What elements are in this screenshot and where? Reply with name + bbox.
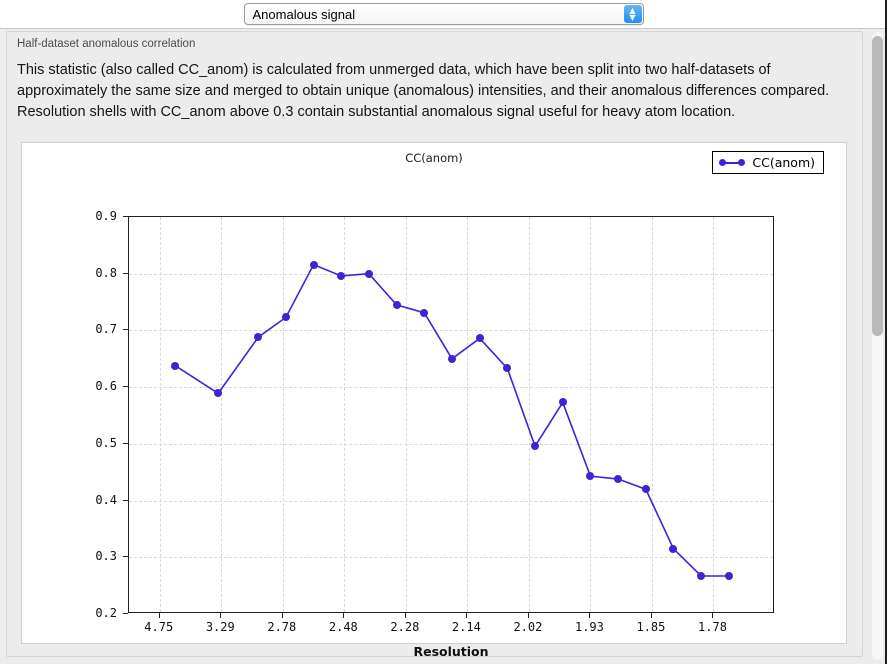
y-tick-label: 0.5 xyxy=(95,435,117,450)
data-point xyxy=(558,398,567,407)
x-tick-mark xyxy=(343,613,345,618)
chevron-up-icon: ▲ xyxy=(629,6,636,15)
gridline xyxy=(129,500,773,502)
data-point xyxy=(475,334,484,343)
data-line xyxy=(174,263,729,577)
y-tick-label: 0.6 xyxy=(95,379,117,394)
y-tick-label: 0.3 xyxy=(95,549,117,564)
data-point xyxy=(724,572,733,580)
vertical-scrollbar-track[interactable] xyxy=(872,32,883,660)
data-point xyxy=(586,472,595,481)
x-tick-mark xyxy=(281,613,283,618)
section-title: Half-dataset anomalous correlation xyxy=(17,38,196,50)
legend-line-icon xyxy=(719,158,746,168)
x-tick-mark xyxy=(712,613,714,618)
data-point xyxy=(503,364,512,373)
y-tick-mark xyxy=(123,613,128,614)
x-axis-title: Resolution xyxy=(413,644,489,659)
y-tick-label: 0.4 xyxy=(95,492,117,507)
content-panel: Half-dataset anomalous correlation This … xyxy=(0,28,887,664)
x-tick-label: 2.28 xyxy=(390,620,420,634)
data-point xyxy=(420,308,429,317)
y-tick-mark xyxy=(123,272,128,274)
data-point xyxy=(392,300,401,309)
x-tick-label: 1.78 xyxy=(698,620,727,634)
gridline xyxy=(405,217,407,612)
gridline xyxy=(129,273,773,275)
y-tick-label: 0.9 xyxy=(95,209,117,223)
gridline xyxy=(713,217,715,612)
x-tick-mark xyxy=(466,613,468,618)
data-point xyxy=(254,333,263,342)
gridline xyxy=(344,217,346,612)
x-tick-label: 3.29 xyxy=(205,620,235,634)
y-tick-label: 0.7 xyxy=(95,322,117,337)
y-tick-label: 0.2 xyxy=(95,606,117,620)
data-point xyxy=(669,544,678,553)
data-point xyxy=(309,260,318,269)
x-tick-mark xyxy=(589,613,591,618)
data-point xyxy=(214,389,223,398)
data-point xyxy=(697,572,706,580)
x-tick-label: 1.85 xyxy=(636,620,666,634)
y-tick-mark xyxy=(123,499,128,501)
gridline xyxy=(159,217,161,612)
gridline xyxy=(129,330,773,332)
dataset-select[interactable]: Anomalous signal ▲ ▼ xyxy=(243,3,644,25)
x-tick-mark xyxy=(527,613,529,618)
x-tick-label: 2.48 xyxy=(328,620,358,634)
data-point xyxy=(364,269,373,278)
plot-frame xyxy=(128,216,774,613)
gridline xyxy=(590,217,592,612)
data-point xyxy=(614,475,623,484)
panel-inner: Half-dataset anomalous correlation This … xyxy=(6,31,863,659)
gridline xyxy=(651,217,653,612)
gridline xyxy=(129,443,773,445)
y-tick-mark xyxy=(123,329,128,331)
data-point xyxy=(641,485,650,494)
y-tick-mark xyxy=(123,442,128,444)
data-point xyxy=(448,354,456,363)
top-toolbar: Anomalous signal ▲ ▼ xyxy=(0,0,887,28)
legend-label: CC(anom) xyxy=(752,155,815,170)
data-point xyxy=(531,442,540,451)
gridline xyxy=(129,387,773,389)
x-tick-label: 2.02 xyxy=(513,620,543,634)
gridline xyxy=(282,217,284,612)
statistic-description: This statistic (also called CC_anom) is … xyxy=(17,62,838,120)
vertical-scrollbar-thumb[interactable] xyxy=(872,36,883,336)
plot-card: CC(anom) CC(anom) 0.9 0.8 0.7 0.6 0.5 0.4 0.3 0… xyxy=(21,142,847,659)
y-tick-mark xyxy=(123,386,128,388)
chevron-down-icon: ▼ xyxy=(629,13,636,22)
gridline xyxy=(221,217,223,612)
gridline xyxy=(467,217,469,612)
x-tick-label: 1.93 xyxy=(574,620,604,634)
y-tick-label: 0.8 xyxy=(95,265,117,280)
x-tick-mark xyxy=(650,613,652,618)
x-tick-label: 2.14 xyxy=(451,620,481,634)
y-tick-mark xyxy=(123,216,128,217)
gridline xyxy=(528,217,530,612)
x-tick-mark xyxy=(220,613,222,618)
window-right-edge xyxy=(885,0,887,664)
x-tick-mark xyxy=(404,613,406,618)
gridline xyxy=(129,557,773,559)
chart-plot-area: 0.9 0.8 0.7 0.6 0.5 0.4 0.3 0.2 4.75 3.29 2.78 2.4… xyxy=(95,209,774,659)
data-point xyxy=(337,271,346,280)
data-point xyxy=(281,313,290,322)
dataset-select-value: Anomalous signal xyxy=(252,6,356,22)
x-tick-label: 2.78 xyxy=(267,620,297,634)
data-point xyxy=(171,361,180,370)
chart-legend: CC(anom) xyxy=(712,151,824,174)
chart-title: CC(anom) xyxy=(405,151,463,165)
x-tick-mark xyxy=(158,613,160,618)
chevron-updown-icon[interactable]: ▲ ▼ xyxy=(623,5,642,23)
y-tick-mark xyxy=(123,556,128,558)
x-tick-label: 4.75 xyxy=(144,620,174,634)
